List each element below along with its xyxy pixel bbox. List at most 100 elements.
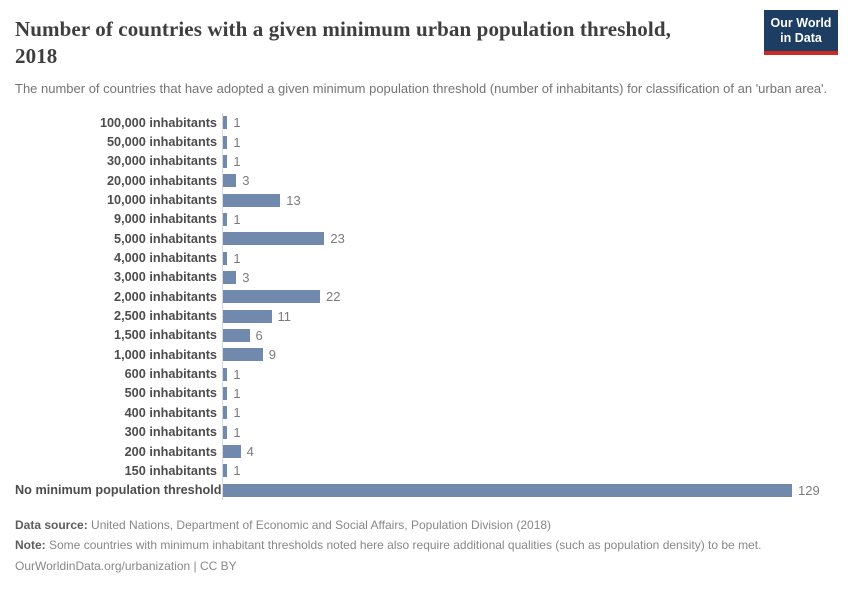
bar-track: 1: [222, 113, 835, 133]
bar-track: 23: [222, 229, 835, 249]
chart-row: 600 inhabitants 1: [15, 364, 835, 384]
bar[interactable]: [223, 212, 228, 226]
bar[interactable]: [223, 328, 250, 342]
bar-track: 13: [222, 190, 835, 210]
category-label: 3,000 inhabitants: [114, 270, 217, 285]
value-label: 1: [233, 385, 241, 401]
category-label: 100,000 inhabitants: [99, 115, 217, 130]
value-label: 11: [277, 308, 292, 324]
category-label: 400 inhabitants: [124, 405, 217, 420]
bar-track: 1: [222, 248, 835, 268]
data-source-line: Data source: United Nations, Department …: [15, 515, 835, 536]
bar[interactable]: [223, 174, 237, 188]
bar[interactable]: [223, 251, 228, 265]
value-label: 1: [233, 211, 241, 227]
bar[interactable]: [223, 367, 228, 381]
category-label: 1,500 inhabitants: [114, 328, 217, 343]
bar-chart: 100,000 inhabitants 1 50,000 inhabitants 1 3…: [15, 113, 835, 500]
chart-row: 4,000 inhabitants 1: [15, 248, 835, 268]
category-label: 4,000 inhabitants: [114, 251, 217, 266]
bar-track: 1: [222, 132, 835, 152]
bar-track: 6: [222, 325, 835, 346]
chart-row: 150 inhabitants 1: [15, 461, 835, 481]
category-label: 1,000 inhabitants: [114, 347, 217, 362]
category-label: 2,500 inhabitants: [114, 309, 217, 324]
category-label: 9,000 inhabitants: [114, 212, 217, 227]
bar-track: 22: [222, 287, 835, 307]
chart-row: 1,500 inhabitants 6: [15, 325, 835, 346]
value-label: 4: [246, 444, 254, 460]
page-subtitle: The number of countries that have adopte…: [15, 81, 828, 96]
value-label: 1: [233, 405, 241, 421]
bar-track: 1: [222, 403, 835, 423]
chart-row: 200 inhabitants 4: [15, 441, 835, 462]
value-label: 1: [233, 366, 241, 382]
bar-track: 3: [222, 171, 835, 191]
bar[interactable]: [223, 270, 237, 284]
value-label: 1: [233, 134, 241, 150]
page-title: Number of countries with a given minimum…: [15, 17, 671, 68]
category-label: 30,000 inhabitants: [107, 154, 217, 169]
bar-track: 1: [222, 364, 835, 384]
value-label: 22: [326, 289, 341, 305]
bar-track: 11: [222, 306, 835, 326]
bar[interactable]: [223, 348, 263, 362]
bar-track: 1: [222, 383, 835, 404]
bar[interactable]: [223, 483, 792, 497]
chart-row: 2,000 inhabitants 22: [15, 287, 835, 307]
note-text: Some countries with minimum inhabitant t…: [45, 538, 762, 553]
owid-logo[interactable]: Our World in Data: [764, 10, 838, 55]
bar[interactable]: [223, 135, 228, 149]
category-label: 5,000 inhabitants: [114, 231, 217, 246]
bar-track: 4: [222, 441, 835, 462]
chart-footer: Data source: United Nations, Department …: [15, 515, 835, 577]
chart-row: 30,000 inhabitants 1: [15, 151, 835, 172]
bar[interactable]: [223, 232, 325, 246]
bar[interactable]: [223, 290, 320, 304]
bar-track: 129: [222, 480, 835, 500]
value-label: 129: [798, 482, 820, 498]
chart-row: 2,500 inhabitants 11: [15, 306, 835, 326]
bar[interactable]: [223, 116, 228, 130]
bar[interactable]: [223, 445, 241, 459]
category-label: 300 inhabitants: [124, 425, 217, 440]
note-label: Note:: [15, 538, 46, 553]
chart-row: 100,000 inhabitants 1: [15, 113, 835, 133]
bar[interactable]: [223, 425, 228, 439]
chart-row: 5,000 inhabitants 23: [15, 229, 835, 249]
bar[interactable]: [223, 193, 281, 207]
bar[interactable]: [223, 309, 272, 323]
category-label: 20,000 inhabitants: [107, 173, 217, 188]
bar[interactable]: [223, 406, 228, 420]
bar-track: 9: [222, 345, 835, 365]
category-label: 150 inhabitants: [124, 463, 217, 478]
note-line: Note: Some countries with minimum inhabi…: [15, 535, 835, 556]
chart-row: 50,000 inhabitants 1: [15, 132, 835, 152]
chart-row: 10,000 inhabitants 13: [15, 190, 835, 210]
bar-track: 3: [222, 267, 835, 288]
chart-row: 9,000 inhabitants 1: [15, 209, 835, 230]
value-label: 3: [242, 173, 250, 189]
bar[interactable]: [223, 464, 228, 478]
chart-row: 20,000 inhabitants 3: [15, 171, 835, 191]
category-label: 200 inhabitants: [124, 444, 217, 459]
value-label: 1: [233, 153, 241, 169]
category-label: 500 inhabitants: [124, 386, 217, 401]
value-label: 6: [255, 327, 263, 343]
chart-row: 500 inhabitants 1: [15, 383, 835, 404]
bar[interactable]: [223, 386, 228, 400]
bar-track: 1: [222, 422, 835, 442]
value-label: 1: [233, 115, 241, 131]
data-source-label: Data source:: [15, 517, 88, 532]
chart-row: 400 inhabitants 1: [15, 403, 835, 423]
bar-track: 1: [222, 209, 835, 230]
category-label: 10,000 inhabitants: [107, 193, 217, 208]
bar-track: 1: [222, 151, 835, 172]
bar[interactable]: [223, 154, 228, 168]
chart-row: 300 inhabitants 1: [15, 422, 835, 442]
value-label: 1: [233, 463, 241, 479]
bar-track: 1: [222, 461, 835, 481]
value-label: 9: [268, 347, 276, 363]
value-label: 23: [330, 231, 345, 247]
